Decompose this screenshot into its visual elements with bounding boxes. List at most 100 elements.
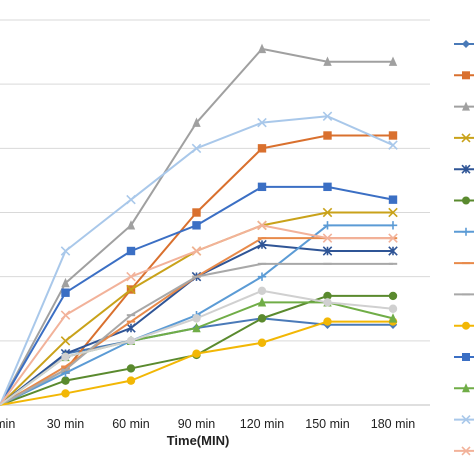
legend-entry	[454, 40, 474, 48]
data-point	[388, 195, 398, 204]
series-3	[0, 43, 398, 406]
data-point	[191, 143, 202, 154]
x-tick-label: 30 min	[47, 417, 85, 431]
data-point	[461, 133, 471, 143]
series-line	[0, 134, 393, 406]
data-point	[192, 322, 201, 333]
data-point	[388, 221, 398, 230]
data-point	[126, 194, 136, 205]
data-point	[323, 221, 332, 230]
data-point	[322, 246, 333, 256]
legend-entry	[454, 321, 474, 330]
x-tick-label: 180 min	[371, 417, 416, 431]
data-point	[388, 131, 398, 140]
data-point	[192, 208, 201, 217]
data-point	[388, 140, 398, 150]
data-point	[462, 227, 470, 236]
data-point	[192, 221, 201, 230]
data-point	[61, 288, 70, 297]
data-point	[60, 310, 71, 320]
data-point	[388, 207, 398, 218]
data-point	[257, 297, 267, 307]
series-11	[0, 182, 398, 406]
data-point	[257, 182, 267, 192]
data-point	[257, 272, 267, 281]
data-point	[192, 117, 201, 127]
data-point	[257, 220, 267, 231]
data-point	[257, 314, 267, 323]
data-point	[126, 364, 136, 373]
data-point	[388, 233, 398, 243]
data-point	[126, 284, 136, 295]
data-point	[323, 298, 332, 307]
data-point	[462, 71, 470, 80]
data-point	[257, 338, 267, 347]
series-line	[0, 320, 393, 406]
data-point	[126, 323, 136, 333]
x-tick-label: 120 min	[240, 417, 285, 431]
data-point	[61, 352, 70, 362]
x-tick-label: 60 min	[112, 417, 150, 431]
series-2	[0, 131, 398, 406]
data-point	[322, 207, 333, 218]
x-tick-label: 0 min	[0, 417, 15, 431]
data-point	[257, 117, 267, 128]
legend-entry	[454, 196, 474, 205]
legend-entry	[454, 227, 474, 236]
data-point	[126, 246, 136, 256]
data-point	[126, 336, 136, 346]
legend-entry	[454, 353, 474, 361]
data-point	[323, 56, 332, 66]
data-point	[126, 271, 136, 282]
data-point	[388, 291, 398, 301]
data-point	[461, 164, 471, 174]
legend	[454, 40, 474, 456]
series-15	[0, 286, 398, 406]
series-14	[0, 220, 398, 406]
data-point	[462, 40, 470, 48]
data-point	[60, 246, 71, 256]
data-point	[461, 446, 471, 456]
data-point	[257, 144, 267, 153]
data-point	[60, 336, 71, 346]
data-point	[388, 56, 398, 66]
data-point	[323, 131, 332, 140]
legend-entry	[454, 415, 474, 425]
data-point	[462, 383, 470, 393]
x-tick-labels: 0 min 30 min 60 min 90 min 120 min 150 min 180…	[0, 417, 415, 431]
legend-entry	[454, 101, 474, 111]
data-point	[61, 277, 70, 288]
data-point	[323, 291, 332, 301]
data-point	[323, 182, 332, 192]
data-point	[462, 353, 470, 361]
data-point	[462, 196, 470, 205]
legend-entry	[454, 71, 474, 80]
data-point	[462, 321, 470, 330]
data-point	[388, 304, 398, 313]
series-6	[0, 291, 398, 406]
x-tick-label: 90 min	[178, 417, 216, 431]
data-point	[257, 43, 267, 54]
x-tick-label: 150 min	[305, 417, 350, 431]
legend-entry	[454, 383, 474, 393]
data-point	[192, 314, 201, 323]
series-9	[0, 262, 398, 406]
data-point	[61, 389, 70, 398]
data-point	[126, 220, 136, 230]
data-point	[257, 239, 267, 250]
legend-entry	[454, 133, 474, 143]
data-point	[323, 317, 332, 326]
data-point	[462, 101, 470, 111]
data-point	[191, 246, 202, 256]
data-point	[322, 111, 333, 122]
data-point	[388, 246, 398, 256]
x-axis-label: Time(MIN)	[167, 433, 230, 448]
series-13	[0, 111, 398, 406]
data-point	[322, 233, 333, 243]
legend-entry	[454, 164, 474, 174]
series-layer	[0, 43, 398, 406]
data-point	[257, 286, 267, 295]
data-point	[388, 313, 398, 323]
data-point	[192, 349, 201, 358]
